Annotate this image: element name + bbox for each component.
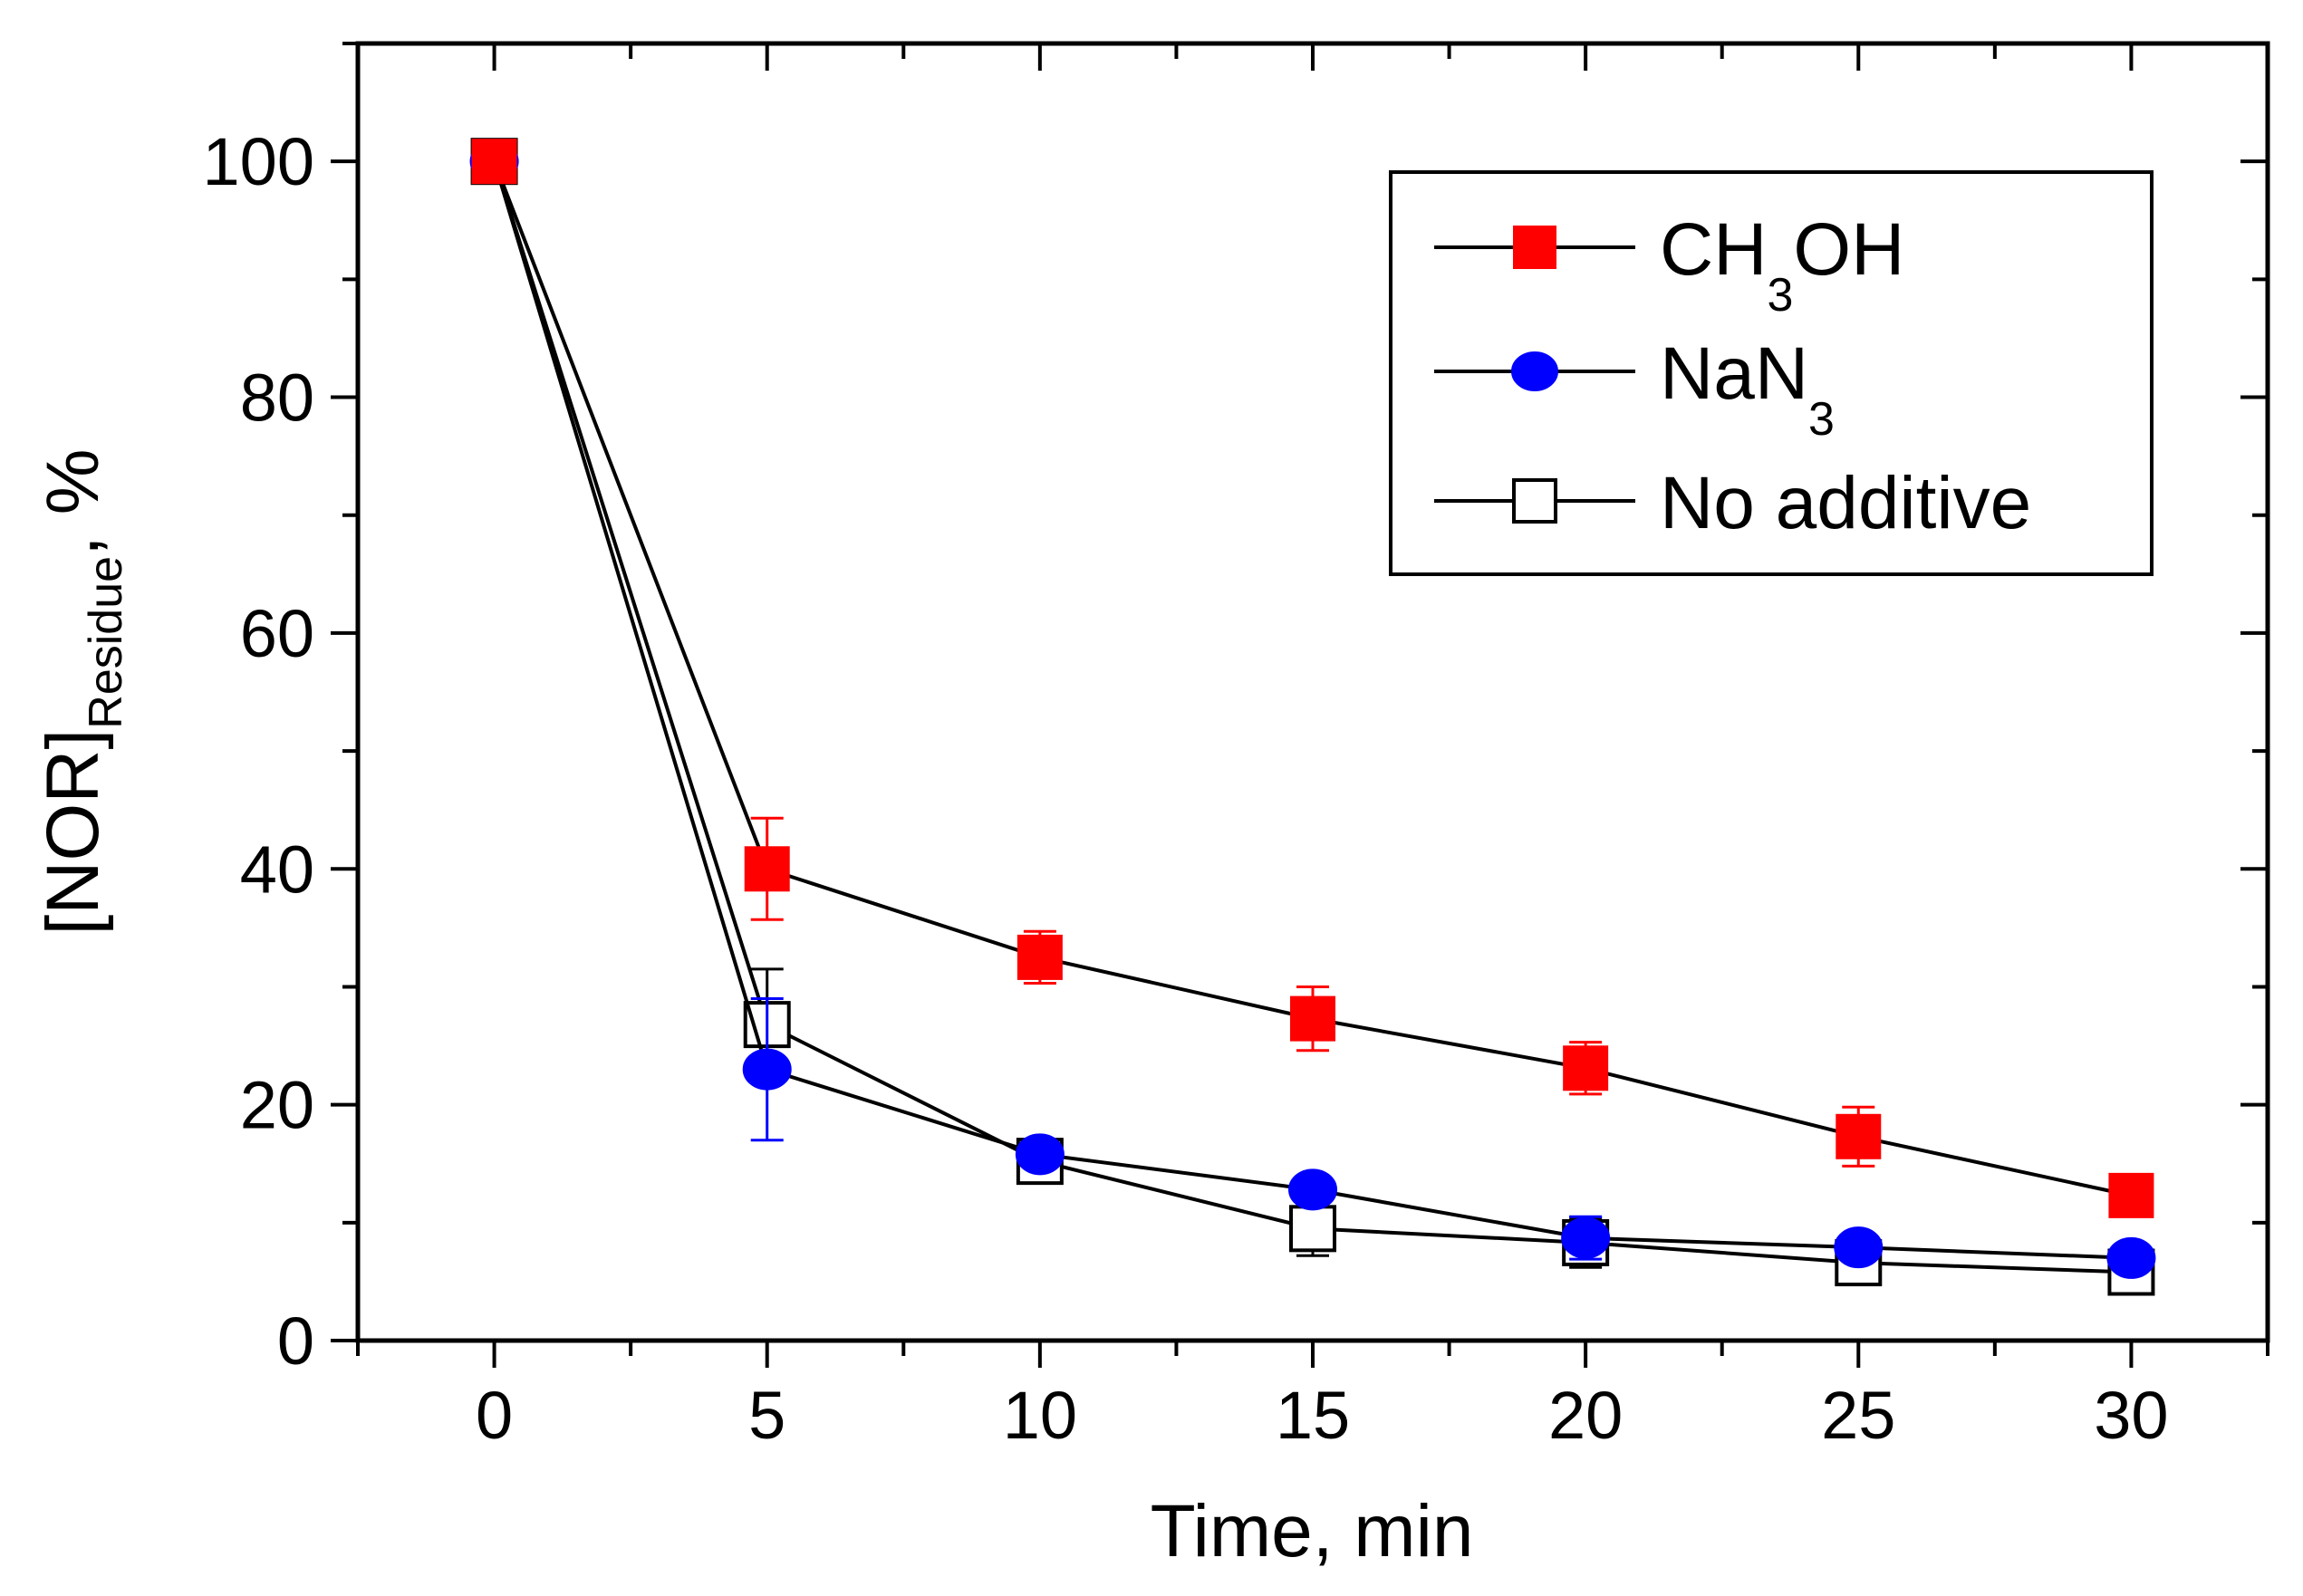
y-tick-label: 100 [203, 124, 314, 199]
data-point [1288, 1168, 1337, 1211]
data-point [1561, 1216, 1611, 1259]
data-point [1015, 1133, 1065, 1176]
y-axis-title-group: [NOR]Residue, % [32, 448, 132, 935]
data-point [471, 139, 517, 185]
legend-label-subscript: 3 [1808, 393, 1835, 446]
x-tick-label: 10 [1003, 1378, 1077, 1453]
data-point [744, 846, 790, 892]
data-point [2108, 1172, 2154, 1218]
legend-label-main: CH [1660, 208, 1767, 291]
y-tick-label: 40 [240, 832, 314, 907]
y-tick-label: 60 [240, 596, 314, 671]
legend-label: NaN3 [1660, 332, 1835, 446]
y-axis-title: [NOR]Residue, % [32, 448, 132, 935]
data-point [2106, 1236, 2156, 1279]
legend-label-tail: OH [1793, 208, 1904, 291]
legend-label-main: No additive [1660, 462, 2031, 544]
y-axis-ticks: 0 20 40 60 80 100 [203, 42, 2268, 1379]
y-axis-title-suffix: , % [32, 448, 114, 555]
x-tick-label: 25 [1821, 1378, 1895, 1453]
x-tick-label: 5 [748, 1378, 785, 1453]
legend-label: No additive [1660, 462, 2031, 544]
data-point [1290, 995, 1335, 1042]
data-point [1836, 1113, 1882, 1159]
legend-label-main: NaN [1660, 332, 1808, 415]
x-axis-ticks: 0 5 10 15 20 25 30 [356, 43, 2269, 1453]
y-axis-title-subscript: Residue [80, 556, 132, 729]
series-0 [471, 139, 2154, 1218]
y-tick-label: 80 [240, 361, 314, 436]
data-point [1289, 1205, 1336, 1253]
legend-marker [1511, 351, 1558, 391]
x-tick-label: 20 [1548, 1378, 1623, 1453]
series-layer [469, 138, 2156, 1296]
data-point [1834, 1226, 1884, 1269]
data-point [742, 1048, 792, 1091]
legend-marker [1513, 226, 1556, 269]
x-axis-title: Time, min [1151, 1490, 1474, 1572]
x-tick-label: 15 [1276, 1378, 1350, 1453]
x-tick-label: 30 [2094, 1378, 2168, 1453]
data-point [1017, 934, 1063, 980]
x-tick-label: 0 [476, 1378, 513, 1453]
y-tick-label: 20 [240, 1068, 314, 1143]
legend-label: CH3OH [1660, 208, 1904, 322]
data-point [1563, 1045, 1609, 1091]
y-axis-title-main: [NOR] [32, 729, 114, 936]
y-tick-label: 0 [277, 1303, 314, 1379]
legend-label-subscript: 3 [1767, 269, 1793, 322]
legend-marker [1512, 478, 1557, 524]
